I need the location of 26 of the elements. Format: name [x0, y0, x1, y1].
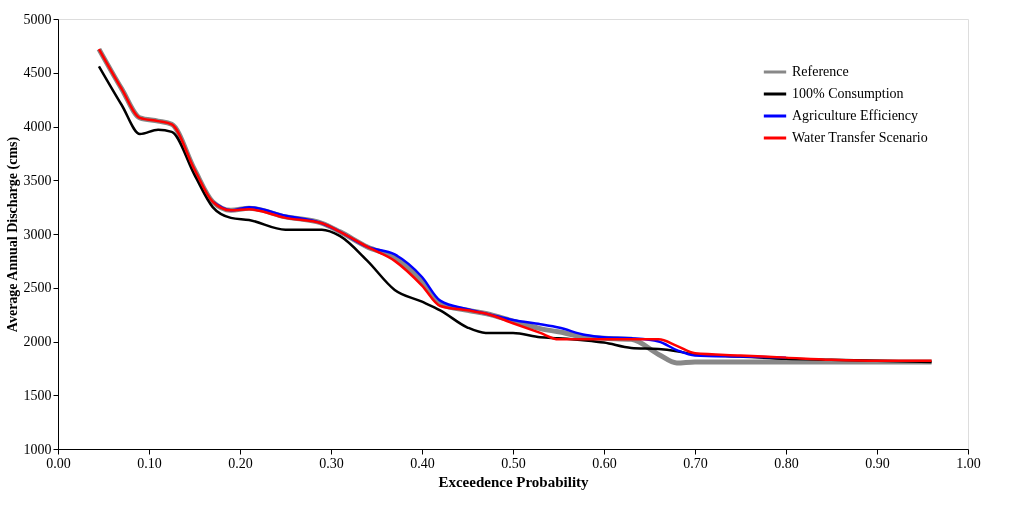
x-tick-label: 0.20: [228, 455, 253, 471]
legend-label: Water Transfer Scenario: [792, 130, 928, 145]
x-axis-title: Exceedence Probability: [438, 473, 590, 490]
y-tick-label: 1500: [23, 387, 52, 403]
y-tick-label: 3000: [23, 226, 52, 242]
x-tick-label: 0.40: [410, 455, 435, 471]
x-tick-label: 0.80: [774, 455, 799, 471]
legend-label: 100% Consumption: [792, 86, 904, 101]
y-tick-label: 2000: [23, 334, 52, 349]
y-axis-title: Average Annual Discharge (cms): [4, 136, 21, 333]
legend-label: Agriculture Efficiency: [792, 108, 919, 123]
x-tick-label: 0.70: [683, 455, 708, 471]
x-tick-label: 0.60: [592, 455, 617, 471]
x-tick-label: 0.00: [46, 455, 71, 471]
x-tick-label: 1.00: [956, 455, 981, 471]
y-tick-label: 3500: [23, 172, 52, 188]
y-tick-label: 1000: [23, 441, 52, 457]
x-tick-label: 0.50: [501, 455, 526, 471]
y-tick-label: 2500: [23, 280, 52, 296]
y-tick-label: 5000: [23, 11, 52, 27]
y-tick-label: 4000: [23, 119, 52, 134]
x-tick-label: 0.90: [865, 455, 890, 471]
x-tick-label: 0.10: [137, 455, 162, 471]
y-tick-label: 4500: [23, 65, 52, 81]
legend-label: Reference: [792, 64, 849, 79]
x-tick-label: 0.30: [319, 455, 344, 471]
